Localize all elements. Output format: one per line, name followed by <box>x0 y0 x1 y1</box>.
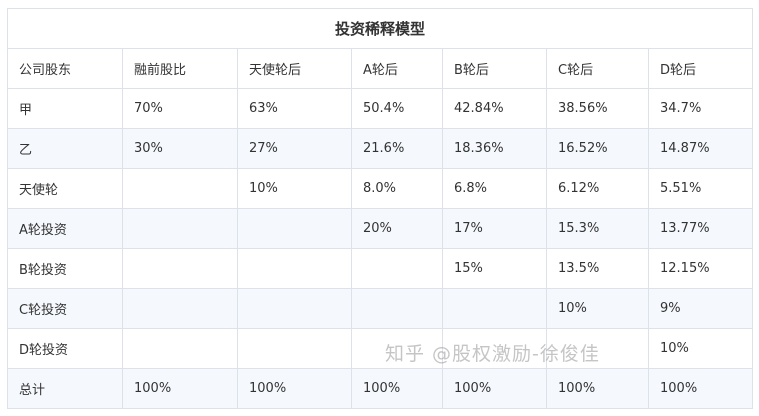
table-cell: 12.15% <box>647 248 754 289</box>
table-cell: 70% <box>122 88 238 129</box>
table-cell: 42.84% <box>442 88 547 129</box>
table-cell: 34.7% <box>647 88 754 129</box>
header-cell: 融前股比 <box>122 48 238 89</box>
table-cell: 38.56% <box>546 88 649 129</box>
header-cell: C轮后 <box>546 48 649 89</box>
table-cell <box>442 288 547 329</box>
table-cell <box>237 288 352 329</box>
table-cell: B轮投资 <box>7 248 123 289</box>
watermark: 知乎 @股权激励-徐俊佳 <box>385 343 600 365</box>
table-cell <box>122 248 238 289</box>
table-cell: 63% <box>237 88 352 129</box>
table-cell: 27% <box>237 128 352 169</box>
table-cell: 10% <box>546 288 649 329</box>
table-row: 甲 70% 63% 50.4% 42.84% 38.56% 34.7% <box>7 88 754 129</box>
table-cell: 14.87% <box>647 128 754 169</box>
table-cell <box>122 168 238 209</box>
table-cell: 甲 <box>7 88 123 129</box>
table-cell <box>122 208 238 249</box>
table-cell: C轮投资 <box>7 288 123 329</box>
table-cell: 100% <box>442 368 547 409</box>
table-cell: 天使轮 <box>7 168 123 209</box>
table-cell: 15% <box>442 248 547 289</box>
table-cell: 21.6% <box>351 128 443 169</box>
table-row: 天使轮 10% 8.0% 6.8% 6.12% 5.51% <box>7 168 754 209</box>
table-cell: 15.3% <box>546 208 649 249</box>
header-cell: B轮后 <box>442 48 547 89</box>
table-cell: 20% <box>351 208 443 249</box>
table-cell <box>122 288 238 329</box>
table-cell: D轮投资 <box>7 328 123 369</box>
table-cell <box>237 208 352 249</box>
table-cell: 6.8% <box>442 168 547 209</box>
table-cell: 100% <box>546 368 649 409</box>
table-cell: 8.0% <box>351 168 443 209</box>
table-row: 乙 30% 27% 21.6% 18.36% 16.52% 14.87% <box>7 128 754 169</box>
table-row: A轮投资 20% 17% 15.3% 13.77% <box>7 208 754 249</box>
table-cell <box>351 288 443 329</box>
table-cell: 16.52% <box>546 128 649 169</box>
table-cell: 9% <box>647 288 754 329</box>
header-row: 公司股东 融前股比 天使轮后 A轮后 B轮后 C轮后 D轮后 <box>7 48 754 89</box>
table-cell: 100% <box>237 368 352 409</box>
header-cell: 公司股东 <box>7 48 123 89</box>
table-cell: 50.4% <box>351 88 443 129</box>
table-row: C轮投资 10% 9% <box>7 288 754 329</box>
table-cell: 13.77% <box>647 208 754 249</box>
table-row: 总计 100% 100% 100% 100% 100% 100% <box>7 368 754 409</box>
table-cell: 100% <box>122 368 238 409</box>
table-title: 投资稀释模型 <box>6 8 754 49</box>
header-cell: D轮后 <box>647 48 754 89</box>
table-row: B轮投资 15% 13.5% 12.15% <box>7 248 754 289</box>
header-cell: 天使轮后 <box>237 48 352 89</box>
table-cell: 17% <box>442 208 547 249</box>
table-cell: 10% <box>237 168 352 209</box>
table-cell <box>122 328 238 369</box>
table-cell: 6.12% <box>546 168 649 209</box>
table-cell: 5.51% <box>647 168 754 209</box>
table-cell: 总计 <box>7 368 123 409</box>
table-cell: 13.5% <box>546 248 649 289</box>
table-cell <box>351 248 443 289</box>
table-cell: A轮投资 <box>7 208 123 249</box>
table-row: D轮投资 10% <box>7 328 754 369</box>
table-cell: 10% <box>647 328 754 369</box>
dilution-table: 投资稀释模型 公司股东 融前股比 天使轮后 A轮后 B轮后 C轮后 D轮后 甲 70% 63% 5… <box>6 8 754 409</box>
table-cell: 100% <box>351 368 443 409</box>
header-cell: A轮后 <box>351 48 443 89</box>
table-cell: 乙 <box>7 128 123 169</box>
table-cell <box>237 248 352 289</box>
table-cell <box>237 328 352 369</box>
table-cell: 30% <box>122 128 238 169</box>
table-cell: 100% <box>647 368 754 409</box>
table-cell <box>546 328 649 369</box>
table-cell: 18.36% <box>442 128 547 169</box>
